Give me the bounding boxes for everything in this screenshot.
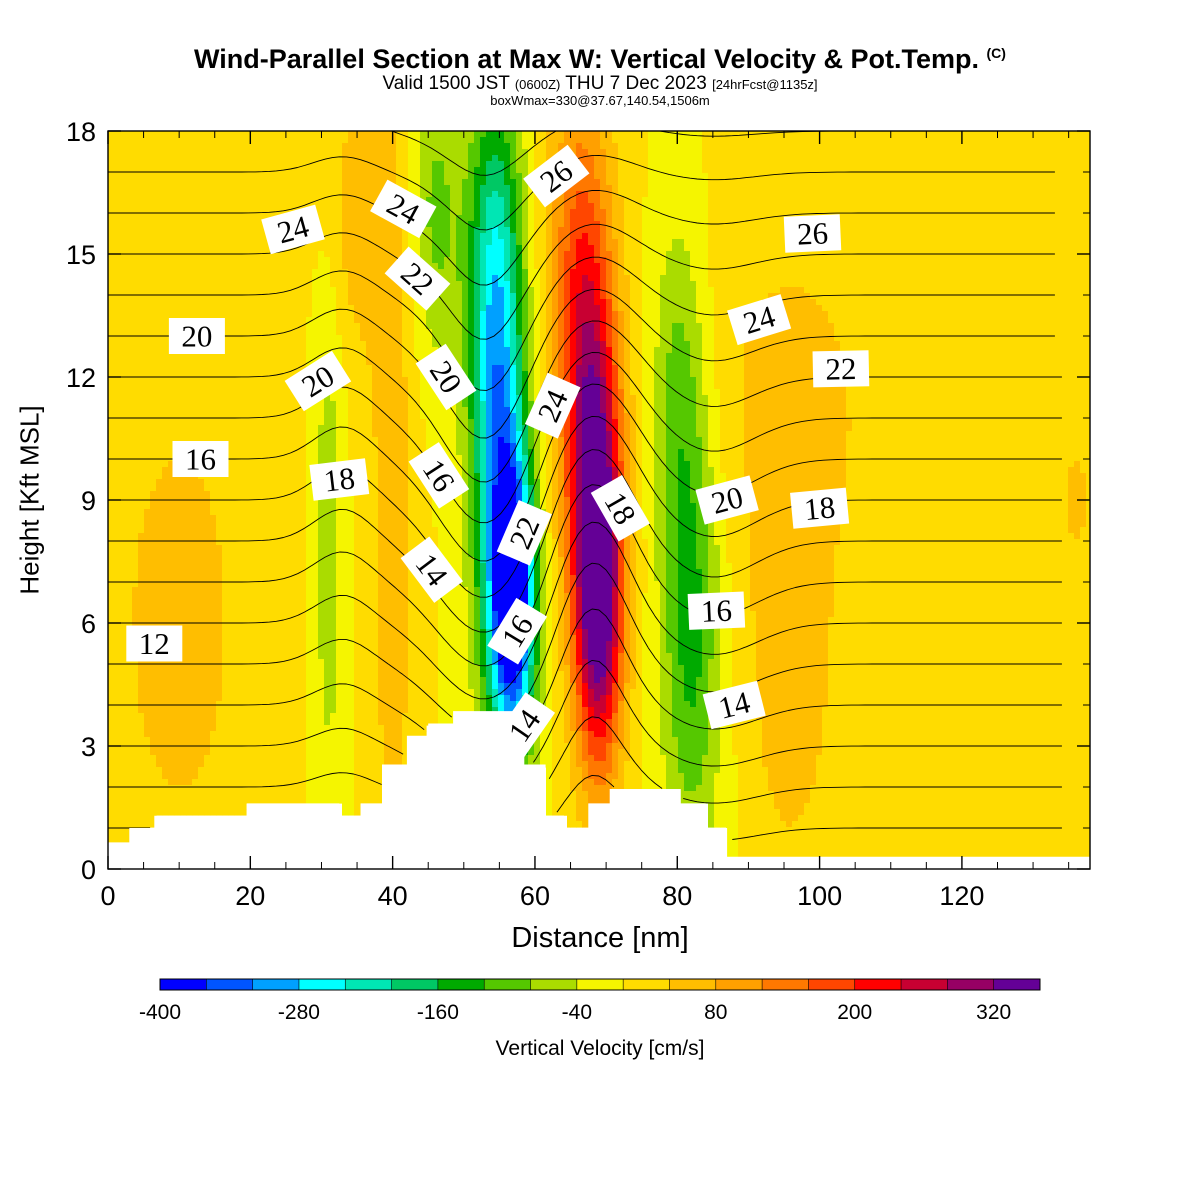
x-tick-label: 0 — [100, 881, 115, 911]
theta-label-18: 16 — [688, 591, 746, 629]
colorbar-bin — [855, 979, 902, 990]
theta-label-text: 16 — [185, 442, 216, 477]
colorbar-bin — [345, 979, 392, 990]
colorbar-bin — [623, 979, 670, 990]
colorbar-bin — [299, 979, 346, 990]
colorbar-bin — [901, 979, 948, 990]
theta-label-text: 18 — [803, 489, 837, 527]
theta-label-text: 26 — [796, 215, 828, 251]
colorbar-bin — [438, 979, 485, 990]
colorbar-bin — [392, 979, 439, 990]
theta-label-text: 18 — [322, 460, 357, 498]
colorbar: -400 -280 -160 -40 80 200 320 — [139, 979, 1041, 1024]
colorbar-tick-label: -280 — [278, 1001, 320, 1024]
colorbar-bin — [531, 979, 578, 990]
theta-label-2: 20 — [169, 318, 225, 354]
theta-label-text: 12 — [139, 626, 170, 661]
colorbar-title: Vertical Velocity [cm/s] — [0, 1037, 1200, 1061]
y-axis-title-text: Height [Kft MSL] — [15, 405, 46, 594]
colorbar-bin — [577, 979, 624, 990]
x-tick-label: 60 — [520, 881, 550, 911]
colorbar-tick-label: -40 — [562, 1001, 592, 1024]
colorbar-bin — [160, 979, 207, 990]
colorbar-tick-label: 80 — [704, 1001, 727, 1024]
theta-label-text: 16 — [700, 593, 732, 629]
colorbar-tick-label: -400 — [139, 1001, 181, 1024]
y-tick-label: 9 — [81, 486, 96, 516]
y-tick-label: 18 — [66, 117, 96, 147]
colorbar-bin — [762, 979, 809, 990]
y-tick-label: 3 — [81, 732, 96, 762]
y-tick-label: 12 — [66, 363, 96, 393]
x-tick-label: 100 — [797, 881, 842, 911]
theta-label-text: 20 — [181, 319, 212, 354]
x-tick-label: 80 — [662, 881, 692, 911]
colorbar-bin — [669, 979, 716, 990]
y-tick-label: 15 — [66, 240, 96, 270]
x-tick-label: 120 — [939, 881, 984, 911]
colorbar-bin — [808, 979, 855, 990]
colorbar-bin — [994, 979, 1041, 990]
colorbar-tick-label: 320 — [976, 1001, 1011, 1024]
colorbar-tick-label: -160 — [417, 1001, 459, 1024]
colorbar-bin — [484, 979, 531, 990]
y-tick-label: 6 — [81, 609, 96, 639]
colorbar-tick-label: 200 — [837, 1001, 872, 1024]
theta-label-21: 26 — [784, 214, 842, 252]
theta-label-4: 18 — [309, 458, 369, 500]
y-tick-label: 0 — [81, 855, 96, 885]
colorbar-bin — [716, 979, 763, 990]
colorbar-bin — [253, 979, 300, 990]
colorbar-bin — [947, 979, 994, 990]
theta-label-0: 12 — [126, 626, 182, 662]
theta-label-22: 22 — [813, 350, 870, 387]
theta-label-text: 22 — [825, 351, 857, 387]
colorbar-bin — [206, 979, 253, 990]
theta-label-1: 16 — [173, 441, 229, 477]
theta-label-23: 18 — [790, 488, 849, 529]
x-tick-label: 20 — [235, 881, 265, 911]
x-axis-title: Distance [nm] — [0, 922, 1200, 955]
x-tick-label: 40 — [378, 881, 408, 911]
